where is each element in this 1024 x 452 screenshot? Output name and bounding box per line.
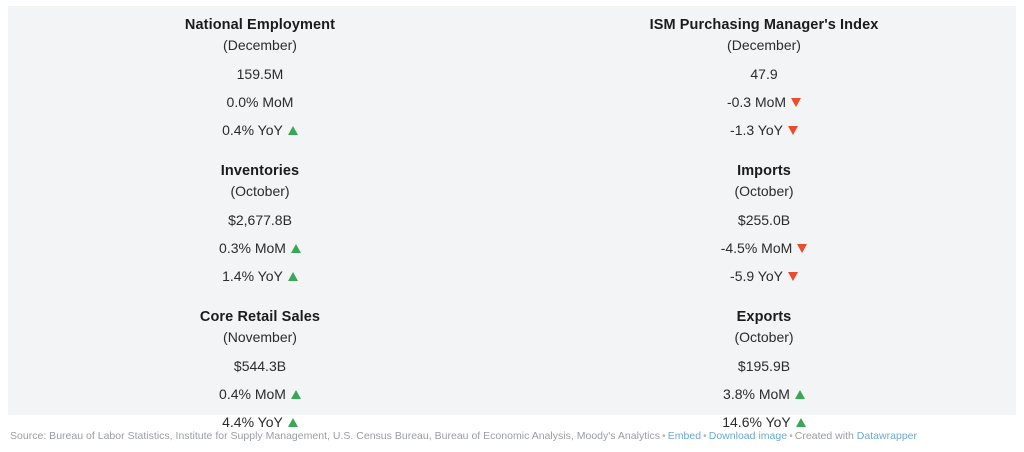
download-image-link[interactable]: Download image bbox=[708, 430, 788, 442]
footer-separator: • bbox=[662, 430, 666, 442]
datawrapper-link[interactable]: Datawrapper bbox=[856, 430, 918, 442]
trend-up-icon bbox=[287, 271, 298, 281]
indicator-row: Core Retail Sales (November) $544.3B 0.4… bbox=[8, 308, 1016, 431]
indicator-yoy-label: 4.4% YoY bbox=[222, 414, 283, 430]
indicator-period: (October) bbox=[230, 183, 290, 199]
indicator-yoy-label: -1.3 YoY bbox=[730, 122, 783, 138]
indicator-row: National Employment (December) 159.5M 0.… bbox=[8, 16, 1016, 139]
trend-up-icon bbox=[287, 125, 298, 135]
indicator-card-exports: Exports (October) $195.9B 3.8% MoM 14.6%… bbox=[512, 308, 1016, 431]
chart-footer: Source: Bureau of Labor Statistics, Inst… bbox=[10, 429, 1014, 443]
trend-up-icon bbox=[287, 417, 298, 427]
indicator-mom-label: 3.8% MoM bbox=[723, 386, 790, 402]
trend-down-icon bbox=[791, 97, 802, 107]
indicator-title: Imports bbox=[737, 163, 791, 179]
trend-down-icon bbox=[787, 271, 798, 281]
trend-down-icon bbox=[787, 125, 798, 135]
indicator-period: (November) bbox=[223, 329, 297, 345]
indicator-yoy: -1.3 YoY bbox=[730, 121, 798, 139]
indicator-yoy-label: 1.4% YoY bbox=[222, 268, 283, 284]
embed-link[interactable]: Embed bbox=[667, 430, 702, 442]
footer-separator: • bbox=[789, 430, 793, 442]
indicator-mom: 3.8% MoM bbox=[723, 385, 805, 403]
indicator-mom: 0.4% MoM bbox=[219, 385, 301, 403]
indicator-value: $544.3B bbox=[233, 358, 287, 374]
indicator-mom-label: -0.3 MoM bbox=[726, 94, 787, 110]
indicator-yoy: -5.9 YoY bbox=[730, 267, 798, 285]
indicator-title: ISM Purchasing Manager's Index bbox=[649, 17, 879, 33]
trend-up-icon bbox=[290, 243, 301, 253]
indicator-title: Core Retail Sales bbox=[199, 309, 321, 325]
indicator-mom: 0.3% MoM bbox=[219, 239, 301, 257]
indicator-card-core-retail-sales: Core Retail Sales (November) $544.3B 0.4… bbox=[8, 308, 512, 431]
indicator-yoy: 1.4% YoY bbox=[222, 267, 298, 285]
indicator-yoy: 14.6% YoY bbox=[722, 413, 806, 431]
indicator-mom: 0.0% MoM bbox=[227, 93, 294, 111]
indicator-value: 159.5M bbox=[236, 66, 284, 82]
trend-up-icon bbox=[290, 389, 301, 399]
source-text: Source: Bureau of Labor Statistics, Inst… bbox=[10, 430, 661, 442]
indicator-title: National Employment bbox=[184, 17, 336, 33]
indicator-yoy-label: 0.4% YoY bbox=[222, 122, 283, 138]
indicator-period: (October) bbox=[734, 183, 794, 199]
indicator-mom: -0.3 MoM bbox=[726, 93, 802, 111]
indicator-card-inventories: Inventories (October) $2,677.8B 0.3% MoM… bbox=[8, 162, 512, 285]
indicator-title: Exports bbox=[736, 309, 792, 325]
indicators-grid: National Employment (December) 159.5M 0.… bbox=[8, 6, 1016, 430]
indicator-card-imports: Imports (October) $255.0B -4.5% MoM -5.9… bbox=[512, 162, 1016, 285]
indicator-value: $255.0B bbox=[737, 212, 791, 228]
indicator-mom: -4.5% MoM bbox=[721, 239, 808, 257]
indicator-title: Inventories bbox=[220, 163, 300, 179]
trend-up-icon bbox=[794, 389, 805, 399]
indicators-panel: National Employment (December) 159.5M 0.… bbox=[8, 6, 1016, 430]
indicator-value: 47.9 bbox=[750, 66, 778, 82]
indicator-row: Inventories (October) $2,677.8B 0.3% MoM… bbox=[8, 162, 1016, 285]
indicator-value: $195.9B bbox=[737, 358, 791, 374]
indicator-mom-label: 0.3% MoM bbox=[219, 240, 286, 256]
indicator-yoy: 4.4% YoY bbox=[222, 413, 298, 431]
indicator-yoy-label: -5.9 YoY bbox=[730, 268, 783, 284]
indicator-period: (October) bbox=[734, 329, 794, 345]
indicator-mom-label: -4.5% MoM bbox=[720, 240, 793, 256]
indicator-yoy: 0.4% YoY bbox=[222, 121, 298, 139]
indicator-value: $2,677.8B bbox=[228, 212, 292, 228]
indicator-mom-label: 0.4% MoM bbox=[219, 386, 286, 402]
indicator-mom-label: 0.0% MoM bbox=[226, 94, 294, 110]
indicator-card-ism-purchasing-managers-index: ISM Purchasing Manager's Index (December… bbox=[512, 16, 1016, 139]
indicator-card-national-employment: National Employment (December) 159.5M 0.… bbox=[8, 16, 512, 139]
trend-up-icon bbox=[795, 417, 806, 427]
created-with-label: Created with bbox=[794, 430, 854, 442]
footer-separator: • bbox=[703, 430, 707, 442]
indicator-period: (December) bbox=[223, 37, 297, 53]
indicator-yoy-label: 14.6% YoY bbox=[722, 414, 791, 430]
indicator-period: (December) bbox=[727, 37, 801, 53]
trend-down-icon bbox=[797, 243, 808, 253]
